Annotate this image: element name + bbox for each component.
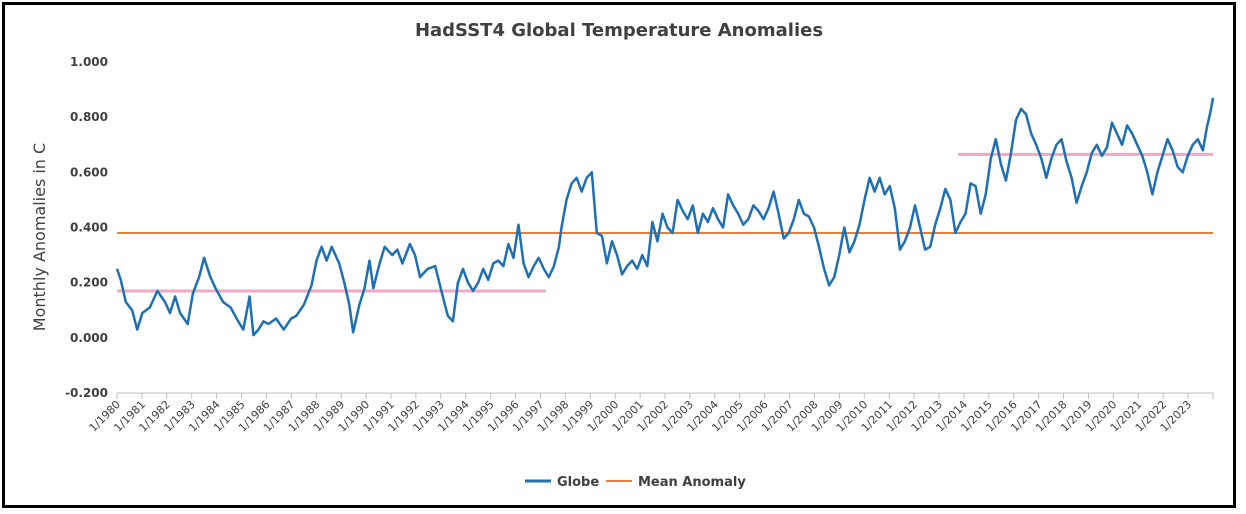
y-tick-label: -0.200: [65, 386, 108, 400]
plot-area: [115, 97, 1215, 337]
y-axis-ticks: -0.200 0.000 0.200 0.400 0.600 0.800 1.000: [65, 55, 108, 400]
y-tick-label: 0.600: [70, 165, 108, 179]
y-tick-label: 0.000: [70, 331, 108, 345]
legend-mean-label: Mean Anomaly: [638, 475, 746, 490]
legend-globe-label: Globe: [557, 475, 599, 490]
y-tick-label: 0.200: [70, 276, 108, 290]
y-tick-label: 0.400: [70, 221, 108, 235]
legend: Globe Mean Anomaly: [525, 475, 746, 490]
chart-frame: HadSST4 Global Temperature Anomalies Mon…: [2, 2, 1236, 508]
y-axis-label: Monthly Anomalies in C: [30, 143, 49, 331]
x-axis: 1/19801/19811/19821/19831/19841/19851/19…: [87, 392, 1214, 434]
globe-series-line: [115, 97, 1215, 337]
y-tick-label: 1.000: [70, 55, 108, 69]
chart-title: HadSST4 Global Temperature Anomalies: [415, 20, 823, 41]
chart-svg: HadSST4 Global Temperature Anomalies Mon…: [30, 20, 1215, 490]
y-tick-label: 0.800: [70, 110, 108, 124]
